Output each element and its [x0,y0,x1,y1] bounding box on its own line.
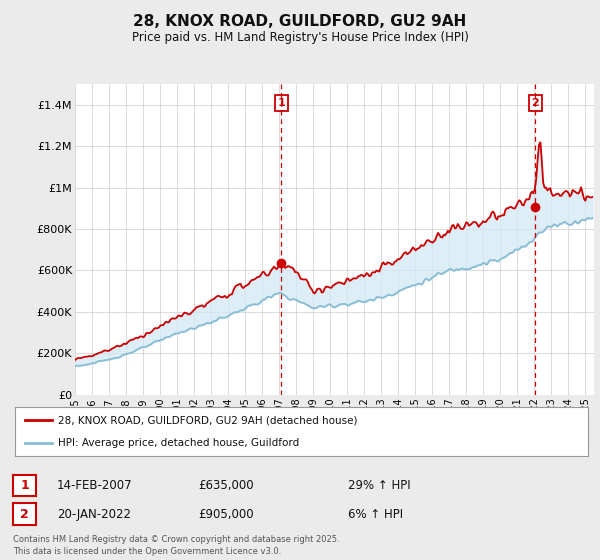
Text: 28, KNOX ROAD, GUILDFORD, GU2 9AH (detached house): 28, KNOX ROAD, GUILDFORD, GU2 9AH (detac… [58,416,358,426]
Text: 2: 2 [532,98,539,108]
Text: 1: 1 [20,479,29,492]
Text: Price paid vs. HM Land Registry's House Price Index (HPI): Price paid vs. HM Land Registry's House … [131,31,469,44]
Text: 14-FEB-2007: 14-FEB-2007 [57,479,133,492]
Text: 1: 1 [277,98,285,108]
Text: Contains HM Land Registry data © Crown copyright and database right 2025.
This d: Contains HM Land Registry data © Crown c… [13,535,340,556]
Text: 29% ↑ HPI: 29% ↑ HPI [348,479,410,492]
Text: £635,000: £635,000 [198,479,254,492]
Text: 28, KNOX ROAD, GUILDFORD, GU2 9AH: 28, KNOX ROAD, GUILDFORD, GU2 9AH [133,14,467,29]
Text: 6% ↑ HPI: 6% ↑ HPI [348,507,403,521]
Text: HPI: Average price, detached house, Guildford: HPI: Average price, detached house, Guil… [58,438,299,448]
Text: 20-JAN-2022: 20-JAN-2022 [57,507,131,521]
Text: £905,000: £905,000 [198,507,254,521]
Text: 2: 2 [20,507,29,521]
